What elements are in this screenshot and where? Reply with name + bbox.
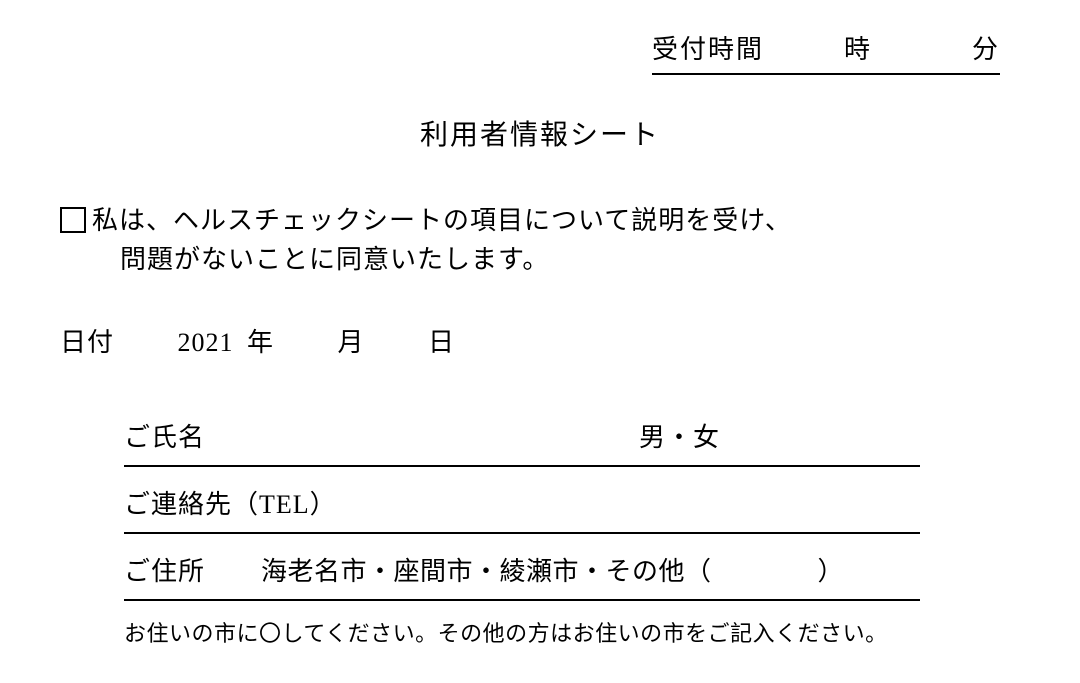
consent-text: 私は、ヘルスチェックシートの項目について説明を受け、 問題がないことに同意いたし… bbox=[92, 201, 792, 279]
page-title: 利用者情報シート bbox=[420, 120, 660, 151]
year-label: 年 bbox=[247, 328, 274, 357]
info-section: ご氏名 男・女 ご連絡先（TEL） ご住所 海老名市・座間市・綾瀬市・その他（ … bbox=[60, 412, 1020, 601]
day-label: 日 bbox=[428, 328, 455, 357]
consent-checkbox[interactable] bbox=[60, 207, 86, 233]
name-field[interactable]: ご氏名 男・女 bbox=[124, 412, 920, 467]
date-label: 日付 bbox=[60, 328, 114, 357]
reception-time-label: 受付時間 bbox=[652, 30, 764, 69]
reception-time-row: 受付時間 時 分 bbox=[60, 30, 1000, 75]
date-year: 2021 bbox=[178, 328, 234, 357]
reception-time-field[interactable]: 受付時間 時 分 bbox=[652, 30, 1000, 75]
address-field[interactable]: ご住所 海老名市・座間市・綾瀬市・その他（ ） bbox=[124, 546, 920, 601]
month-label: 月 bbox=[338, 328, 365, 357]
hour-label: 時 bbox=[844, 30, 872, 69]
name-label: ご氏名 bbox=[124, 418, 205, 457]
address-label: ご住所 bbox=[124, 552, 205, 591]
title-row: 利用者情報シート bbox=[60, 115, 1020, 157]
address-options: 海老名市・座間市・綾瀬市・その他（ ） bbox=[261, 552, 844, 591]
address-note: お住いの市に〇してください。その他の方はお住いの市をご記入ください。 bbox=[60, 613, 1020, 650]
consent-line1: 私は、ヘルスチェックシートの項目について説明を受け、 bbox=[92, 201, 792, 240]
date-row: 日付 2021 年 月 日 bbox=[60, 323, 1020, 362]
gender-options: 男・女 bbox=[639, 418, 720, 457]
consent-line2: 問題がないことに同意いたします。 bbox=[92, 240, 792, 279]
minute-label: 分 bbox=[972, 30, 1000, 69]
consent-row: 私は、ヘルスチェックシートの項目について説明を受け、 問題がないことに同意いたし… bbox=[60, 201, 1020, 279]
tel-field[interactable]: ご連絡先（TEL） bbox=[124, 479, 920, 534]
tel-label: ご連絡先（TEL） bbox=[124, 485, 337, 524]
